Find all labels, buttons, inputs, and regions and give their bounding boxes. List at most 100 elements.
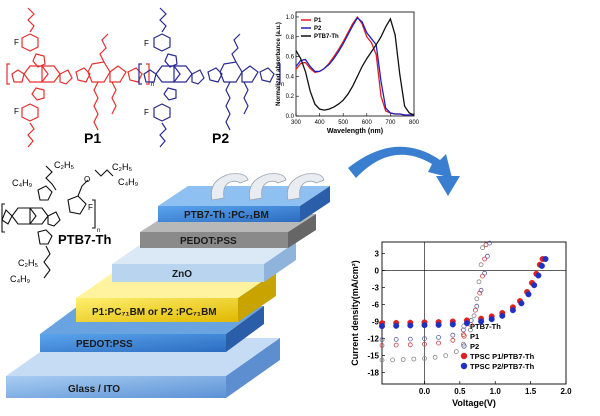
ptb7-c2h5-bottom: C₂H₅ <box>18 258 38 268</box>
jv-xtick-label: 0.5 <box>454 387 466 396</box>
jv-point-tpsc-p2-ptb7-th <box>535 272 542 279</box>
ptb7-layer-front <box>158 206 300 222</box>
jv-point-tpsc-p2-ptb7-th <box>478 318 485 325</box>
jv-point-ptb7-th <box>400 357 406 363</box>
jv-point-tpsc-p2-ptb7-th <box>518 300 525 307</box>
jv-y-axis-label: Current density(mA/cm²) <box>350 260 360 366</box>
jv-xtick-label: 2.0 <box>560 387 572 396</box>
p1-fluorine-bottom: F <box>14 107 19 116</box>
jv-point-p2 <box>460 327 466 333</box>
abs-xtick-label: 700 <box>385 120 396 126</box>
ptb7-c4h9-bottom: C₄H₉ <box>10 274 31 284</box>
absorbance-chart: 300 400 500 600 700 800 0.0 0.2 0.4 0.6 0.8 1.0 Wave… <box>276 11 420 135</box>
jv-point-ptb7-th <box>411 356 417 362</box>
jv-ytick-label: -15 <box>367 352 379 361</box>
p1-structure <box>6 7 150 148</box>
jv-xtick-label: 1.0 <box>490 387 502 396</box>
jv-legend-marker <box>460 362 468 370</box>
ptb7-c4h9-right: C₄H₉ <box>118 177 139 187</box>
glass-layer-front <box>6 376 226 398</box>
jv-point-p1 <box>379 342 385 348</box>
p1p2-layer-label: P1:PC₇₁BM or P2 :PC₇₁BM <box>92 307 217 318</box>
jv-point-ptb7-th <box>379 357 385 363</box>
jv-point-tpsc-p2-ptb7-th <box>435 321 442 328</box>
jv-point-ptb7-th <box>476 279 482 285</box>
ptb7-layer-side <box>300 186 330 222</box>
abs-xtick-label: 600 <box>362 120 373 126</box>
jv-legend-label: P1 <box>470 332 479 341</box>
jv-legend-label: P2 <box>470 342 479 351</box>
jv-point-tpsc-p2-ptb7-th <box>538 262 545 269</box>
jv-point-tpsc-p2-ptb7-th <box>499 312 506 319</box>
jv-point-p2 <box>407 336 413 342</box>
jv-point-p1 <box>450 337 456 343</box>
abs-ytick-label: 1.0 <box>286 15 295 21</box>
jv-point-ptb7-th <box>480 245 485 251</box>
jv-point-p2 <box>450 332 456 338</box>
jv-legend-label: PTB7-Th <box>470 322 501 331</box>
ptb7-fluorine: F <box>88 203 93 212</box>
ptb7-c2h5-right: C₂H₅ <box>112 162 132 172</box>
zno-layer-side <box>264 242 296 282</box>
zno-layer-front <box>112 264 264 282</box>
jv-point-ptb7-th <box>474 296 480 302</box>
abs-ytick-label: 0.8 <box>286 35 295 41</box>
jv-point-p1 <box>407 342 413 348</box>
p2-fluorine-top: F <box>144 39 149 48</box>
jv-point-tpsc-p2-ptb7-th <box>393 322 400 329</box>
jv-ytick-label: -12 <box>367 335 379 344</box>
top-electrodes <box>211 173 325 201</box>
ptb7-layer-top <box>158 186 330 206</box>
jv-x-axis-label: Voltage(V) <box>452 398 496 408</box>
jv-point-ptb7-th <box>422 355 427 361</box>
jv-ytick-label: 3 <box>375 249 380 258</box>
jv-point-p2 <box>393 336 399 342</box>
glass-layer-side <box>226 338 280 398</box>
jv-point-tpsc-p2-ptb7-th <box>542 256 549 263</box>
ptb7-c4h9-top: C₄H₉ <box>12 178 33 188</box>
abs-series-line-p2 <box>295 16 414 116</box>
abs-ytick-label: 0.4 <box>286 74 295 80</box>
pedot-bottom-side <box>226 306 264 352</box>
jv-point-p1 <box>436 340 442 346</box>
pedot-bottom-front <box>40 334 226 352</box>
abs-ytick-label: 0.6 <box>286 55 295 61</box>
abs-x-axis-label: Wavelength (nm) <box>327 128 383 135</box>
jv-point-ptb7-th <box>443 353 449 359</box>
glass-layer-label: Glass / ITO <box>68 384 120 395</box>
jv-point-ptb7-th <box>432 354 438 360</box>
device-stack: Glass / ITO PEDOT:PSS P1:PC₇₁BM or P2 :P… <box>6 173 330 398</box>
p1-label: P1 <box>84 130 101 146</box>
p1p2-layer-side <box>238 272 276 322</box>
p1-fluorine-top: F <box>14 38 19 47</box>
abs-ytick-label: 0.0 <box>286 114 295 120</box>
jv-point-p2 <box>422 336 427 342</box>
jv-ytick-label: -3 <box>372 283 380 292</box>
abs-xtick-label: 400 <box>315 120 326 126</box>
jv-ytick-label: 0 <box>375 266 380 275</box>
abs-xtick-label: 500 <box>338 120 349 126</box>
jv-point-p2 <box>478 287 484 293</box>
p2-subscript-n: n <box>281 82 284 88</box>
jv-point-tpsc-p2-ptb7-th <box>525 291 532 298</box>
abs-y-axis-label: Normalized absorbance (a.u.) <box>276 22 282 106</box>
jv-point-tpsc-p2-ptb7-th <box>463 320 470 327</box>
jv-point-p2 <box>484 253 490 259</box>
p1-subscript-n: n <box>151 82 154 88</box>
abs-xtick-label: 300 <box>291 120 302 126</box>
abs-ytick-label: 0.2 <box>286 94 295 100</box>
jv-point-ptb7-th <box>390 357 396 363</box>
jv-ytick-label: -18 <box>367 369 379 378</box>
abs-plot-frame <box>295 11 415 117</box>
jv-ytick-label: -9 <box>372 318 380 327</box>
jv-point-ptb7-th <box>478 262 484 268</box>
jv-legend-marker <box>461 343 467 349</box>
jv-legend-marker <box>460 352 468 360</box>
jv-point-p2 <box>474 303 480 309</box>
jv-point-ptb7-th <box>468 327 473 333</box>
jv-legend-marker <box>461 333 467 339</box>
jv-point-tpsc-p2-ptb7-th <box>379 323 386 330</box>
ptb7-subscript-n: n <box>97 228 100 234</box>
jv-point-tpsc-p2-ptb7-th <box>488 316 495 323</box>
